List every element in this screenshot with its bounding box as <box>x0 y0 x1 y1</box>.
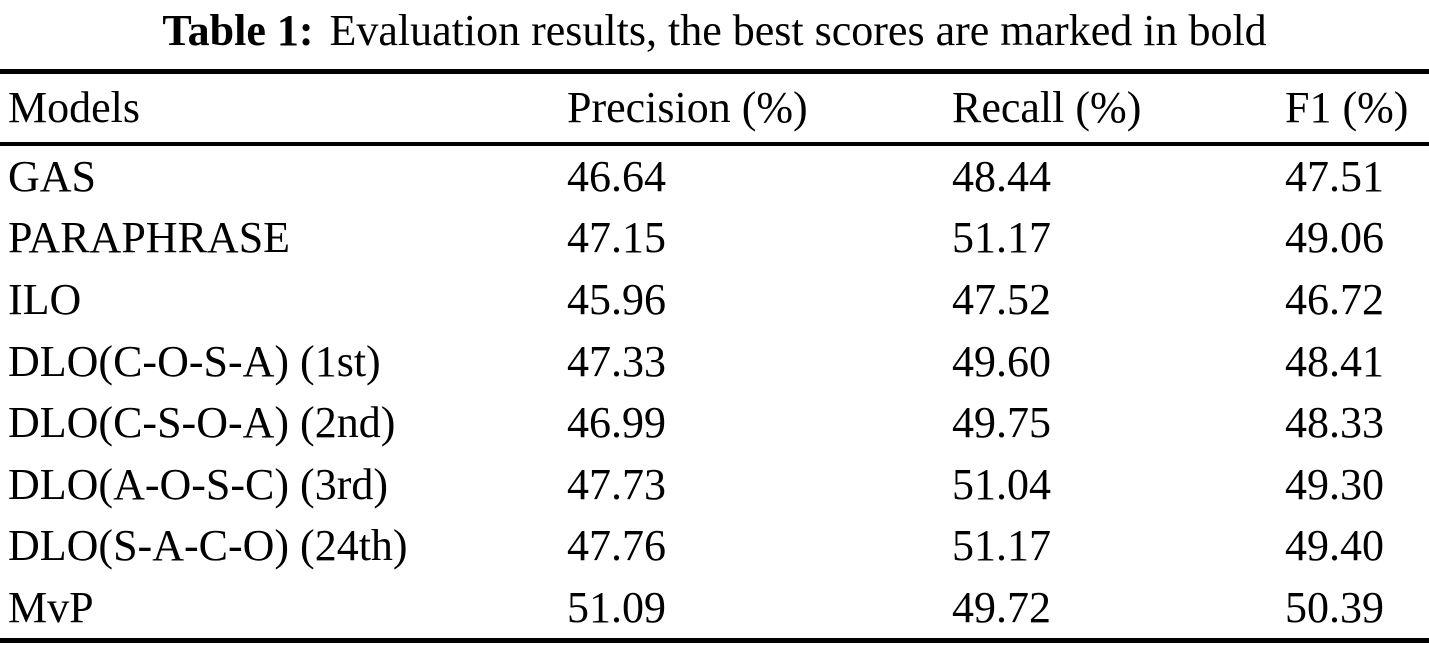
recall-cell: 51.17 <box>952 213 1051 263</box>
f1-cell: 47.51 <box>1285 151 1384 201</box>
f1-cell: 49.30 <box>1285 459 1384 509</box>
table-row: MvP 51.09 49.72 50.39 <box>0 577 1429 641</box>
recall-cell: 47.52 <box>952 275 1051 325</box>
header-row: Models Precision (%) Recall (%) F1 (%) <box>0 71 1429 146</box>
recall-cell: 49.72 <box>952 583 1051 633</box>
recall-cell: 49.75 <box>952 398 1051 448</box>
recall-cell: 49.60 <box>952 336 1051 386</box>
f1-cell: 48.33 <box>1285 398 1384 448</box>
table-caption-label: Table 1: <box>162 6 314 55</box>
table-row: DLO(C-O-S-A) (1st) 47.33 49.60 48.41 <box>0 330 1429 392</box>
table-caption-text: Evaluation results, the best scores are … <box>329 6 1267 55</box>
recall-cell: 51.17 <box>952 521 1051 571</box>
recall-cell: 48.44 <box>952 151 1051 201</box>
recall-cell: 51.04 <box>952 459 1051 509</box>
model-cell: DLO(C-O-S-A) (1st) <box>8 336 381 386</box>
table-row: PARAPHRASE 47.15 51.17 49.06 <box>0 207 1429 269</box>
model-cell: DLO(A-O-S-C) (3rd) <box>8 459 389 509</box>
table-row: ILO 45.96 47.52 46.72 <box>0 269 1429 331</box>
col-header-precision: Precision (%) <box>567 71 952 146</box>
f1-cell: 49.40 <box>1285 521 1384 571</box>
precision-cell: 47.73 <box>567 459 666 509</box>
col-header-f1: F1 (%) <box>1285 71 1429 146</box>
col-header-recall: Recall (%) <box>952 71 1285 146</box>
precision-cell: 47.33 <box>567 336 666 386</box>
precision-cell: 46.64 <box>567 151 666 201</box>
precision-cell: 51.09 <box>567 583 666 633</box>
model-cell: PARAPHRASE <box>8 213 291 263</box>
table-row: GAS 46.64 48.44 47.51 <box>0 144 1429 208</box>
f1-cell: 49.06 <box>1285 213 1384 263</box>
model-cell: DLO(S-A-C-O) (24th) <box>8 521 408 571</box>
table-row: DLO(A-O-S-C) (3rd) 47.73 51.04 49.30 <box>0 454 1429 516</box>
table-row: DLO(S-A-C-O) (24th) 47.76 51.17 49.40 <box>0 515 1429 577</box>
table-body: GAS 46.64 48.44 47.51 PARAPHRASE 47.15 51.17 49… <box>0 144 1429 641</box>
table-caption: Table 1: Evaluation results, the best sco… <box>0 0 1429 57</box>
model-cell: GAS <box>8 151 97 201</box>
model-cell: DLO(C-S-O-A) (2nd) <box>8 398 396 448</box>
results-table: Models Precision (%) Recall (%) F1 (%) G… <box>0 68 1429 644</box>
precision-cell: 45.96 <box>567 275 666 325</box>
precision-cell: 47.15 <box>567 213 666 263</box>
model-cell: MvP <box>8 583 94 633</box>
precision-cell: 47.76 <box>567 521 666 571</box>
f1-cell: 50.39 <box>1285 583 1384 633</box>
f1-cell: 46.72 <box>1285 275 1384 325</box>
precision-cell: 46.99 <box>567 398 666 448</box>
f1-cell: 48.41 <box>1285 336 1384 386</box>
table-row: DLO(C-S-O-A) (2nd) 46.99 49.75 48.33 <box>0 392 1429 454</box>
model-cell: ILO <box>8 275 82 325</box>
col-header-models: Models <box>0 71 567 146</box>
